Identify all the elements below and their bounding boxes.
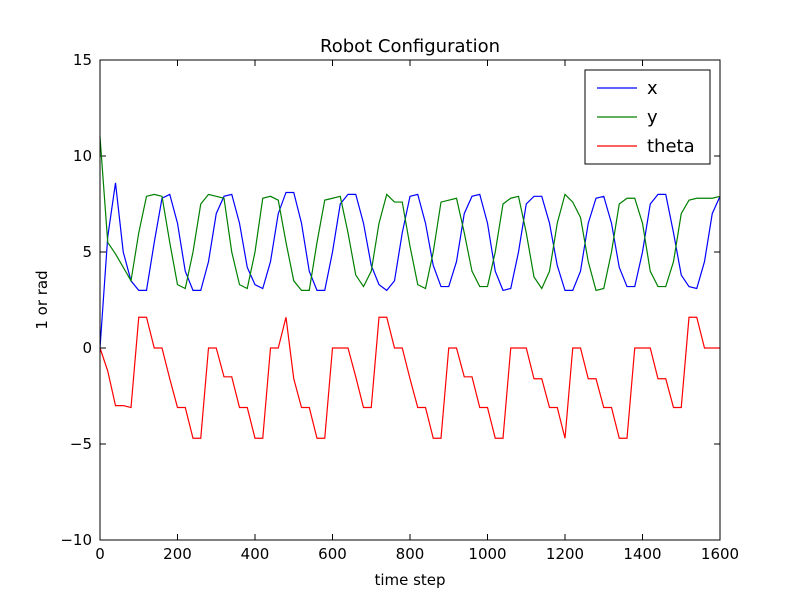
- legend-label: x: [647, 78, 658, 99]
- y-tick-label: 10: [73, 147, 92, 165]
- x-tick-label: 1200: [546, 545, 584, 563]
- y-tick-label: 5: [82, 243, 92, 261]
- legend-label: y: [647, 107, 658, 128]
- y-axis-label: 1 or rad: [33, 270, 51, 329]
- x-tick-label: 800: [396, 545, 425, 563]
- x-axis-label: time step: [374, 571, 445, 589]
- x-tick-label: 1000: [468, 545, 506, 563]
- x-tick-label: 400: [241, 545, 270, 563]
- x-tick-label: 1600: [701, 545, 739, 563]
- x-tick-label: 0: [95, 545, 105, 563]
- legend-label: theta: [647, 136, 695, 157]
- y-tick-label: 0: [82, 339, 92, 357]
- y-tick-label: −10: [60, 531, 92, 549]
- chart-title: Robot Configuration: [320, 36, 500, 57]
- x-tick-label: 600: [318, 545, 347, 563]
- x-tick-label: 1400: [623, 545, 661, 563]
- y-tick-label: 15: [73, 51, 92, 69]
- series-line: [99, 136, 721, 292]
- plot-frame: [99, 59, 721, 541]
- series-line: [99, 182, 721, 349]
- series-line: [99, 316, 720, 439]
- y-tick-label: −5: [70, 435, 92, 453]
- x-tick-label: 200: [163, 545, 192, 563]
